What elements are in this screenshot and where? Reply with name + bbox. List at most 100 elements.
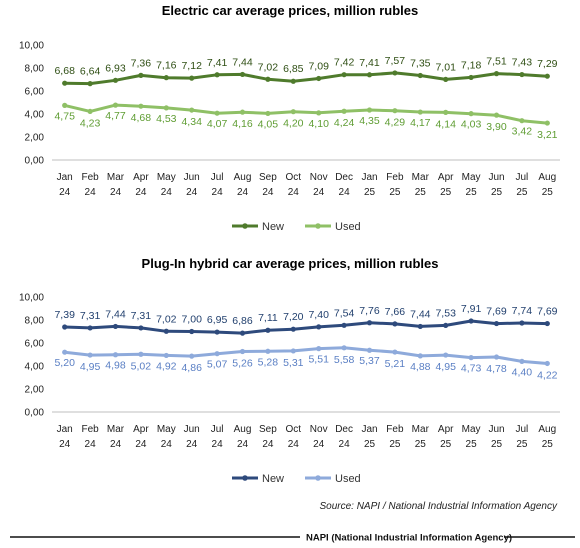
y-tick-label: 6,00 bbox=[25, 87, 45, 98]
footer-label: NAPI (National Industrial Information Ag… bbox=[306, 533, 512, 544]
data-point-new bbox=[392, 70, 398, 76]
data-point-new bbox=[366, 320, 373, 326]
data-label-new: 7,31 bbox=[80, 310, 101, 322]
source-note: Source: NAPI / National Industrial Infor… bbox=[319, 501, 558, 512]
chart-title: Plug-In hybrid car average prices, milli… bbox=[142, 256, 439, 271]
x-tick-label-year: 25 bbox=[440, 187, 452, 198]
x-tick-label-year: 24 bbox=[161, 439, 173, 450]
data-label-new: 7,09 bbox=[308, 60, 329, 72]
x-tick-label-month: Nov bbox=[310, 424, 328, 435]
data-label-new: 7,02 bbox=[258, 61, 279, 73]
data-label-used: 4,53 bbox=[156, 113, 177, 125]
data-point-used bbox=[493, 112, 500, 118]
data-point-used bbox=[493, 354, 500, 360]
y-tick-label: 4,00 bbox=[25, 362, 45, 373]
data-label-new: 6,95 bbox=[207, 314, 228, 326]
data-label-used: 5,37 bbox=[359, 355, 380, 367]
x-tick-label-year: 25 bbox=[542, 187, 554, 198]
x-tick-label-month: Oct bbox=[286, 424, 302, 435]
data-point-used bbox=[468, 355, 474, 361]
data-label-new: 7,43 bbox=[512, 57, 533, 69]
x-tick-label-month: Jan bbox=[361, 172, 377, 183]
legend-label-new: New bbox=[262, 473, 284, 485]
data-label-new: 7,57 bbox=[385, 55, 406, 67]
data-label-new: 6,64 bbox=[80, 66, 101, 78]
x-tick-label-month: May bbox=[157, 172, 176, 183]
series-line-new bbox=[64, 71, 548, 86]
data-point-new bbox=[417, 72, 423, 79]
data-label-used: 3,42 bbox=[512, 126, 533, 138]
data-label-used: 4,75 bbox=[54, 110, 75, 122]
chart-title: Electric car average prices, million rub… bbox=[162, 3, 419, 18]
x-tick-label-month: Apr bbox=[133, 424, 149, 435]
series-line-used bbox=[64, 346, 548, 365]
data-label-used: 4,24 bbox=[334, 117, 355, 129]
data-label-used: 4,10 bbox=[308, 118, 329, 130]
x-tick-label-month: May bbox=[157, 424, 176, 435]
x-tick-label-month: Feb bbox=[386, 424, 404, 435]
x-tick-label-month: Mar bbox=[107, 172, 125, 183]
data-point-new bbox=[112, 77, 119, 83]
x-tick-label-month: Jul bbox=[211, 424, 224, 435]
data-point-used bbox=[366, 347, 373, 353]
data-label-used: 5,26 bbox=[232, 358, 253, 370]
data-point-new bbox=[519, 320, 525, 326]
x-tick-label-month: Apr bbox=[438, 172, 454, 183]
x-tick-label-month: Sep bbox=[259, 172, 277, 183]
data-point-used bbox=[112, 102, 119, 108]
data-point-used bbox=[392, 108, 398, 114]
x-tick-label-year: 25 bbox=[491, 439, 503, 450]
x-tick-label-month: Dec bbox=[335, 172, 353, 183]
data-label-new: 7,29 bbox=[537, 58, 558, 70]
data-label-used: 4,95 bbox=[80, 361, 101, 373]
data-point-new bbox=[443, 322, 449, 329]
data-point-new bbox=[189, 75, 195, 81]
x-tick-label-month: Feb bbox=[81, 172, 99, 183]
data-point-used bbox=[544, 360, 550, 367]
x-tick-label-month: Jul bbox=[516, 424, 529, 435]
data-label-new: 7,51 bbox=[486, 56, 507, 68]
x-tick-label-year: 24 bbox=[288, 439, 300, 450]
x-tick-label-month: Feb bbox=[386, 172, 404, 183]
data-point-new bbox=[112, 323, 119, 330]
data-point-new bbox=[417, 323, 423, 330]
series-line-new bbox=[64, 319, 548, 335]
x-tick-label-month: Nov bbox=[310, 172, 328, 183]
data-label-used: 4,05 bbox=[258, 118, 279, 130]
data-label-new: 7,44 bbox=[410, 308, 431, 320]
data-label-new: 7,12 bbox=[181, 60, 202, 72]
x-tick-label-month: Aug bbox=[538, 424, 556, 435]
series-line-used bbox=[64, 103, 548, 125]
data-label-used: 4,23 bbox=[80, 117, 101, 129]
data-point-new bbox=[62, 80, 68, 86]
data-point-used bbox=[417, 109, 423, 115]
data-label-new: 7,69 bbox=[486, 306, 507, 318]
data-point-used bbox=[519, 118, 525, 124]
x-tick-label-year: 24 bbox=[313, 187, 325, 198]
data-label-used: 4,77 bbox=[105, 110, 126, 122]
data-point-used bbox=[112, 352, 119, 358]
x-tick-label-month: Oct bbox=[286, 172, 302, 183]
x-tick-label-year: 25 bbox=[364, 187, 376, 198]
legend-marker-used bbox=[315, 475, 321, 481]
x-tick-label-year: 25 bbox=[364, 439, 376, 450]
data-point-used bbox=[366, 107, 373, 113]
x-tick-label-year: 24 bbox=[262, 187, 274, 198]
x-tick-label-month: Jun bbox=[184, 172, 200, 183]
legend-marker-used bbox=[315, 223, 321, 229]
y-tick-label: 10,00 bbox=[19, 293, 44, 304]
x-tick-label-month: Jun bbox=[184, 424, 200, 435]
x-tick-label-year: 24 bbox=[135, 187, 147, 198]
data-point-used bbox=[417, 353, 423, 359]
data-point-new bbox=[138, 72, 144, 78]
data-label-new: 7,36 bbox=[131, 57, 152, 69]
data-point-used bbox=[189, 353, 195, 359]
x-tick-label-year: 24 bbox=[288, 187, 300, 198]
y-tick-label: 0,00 bbox=[25, 408, 45, 419]
x-tick-label-year: 24 bbox=[186, 187, 198, 198]
x-tick-label-month: May bbox=[462, 424, 481, 435]
data-label-new: 7,41 bbox=[207, 57, 228, 69]
data-label-used: 4,98 bbox=[105, 360, 126, 372]
data-point-new bbox=[341, 72, 347, 78]
